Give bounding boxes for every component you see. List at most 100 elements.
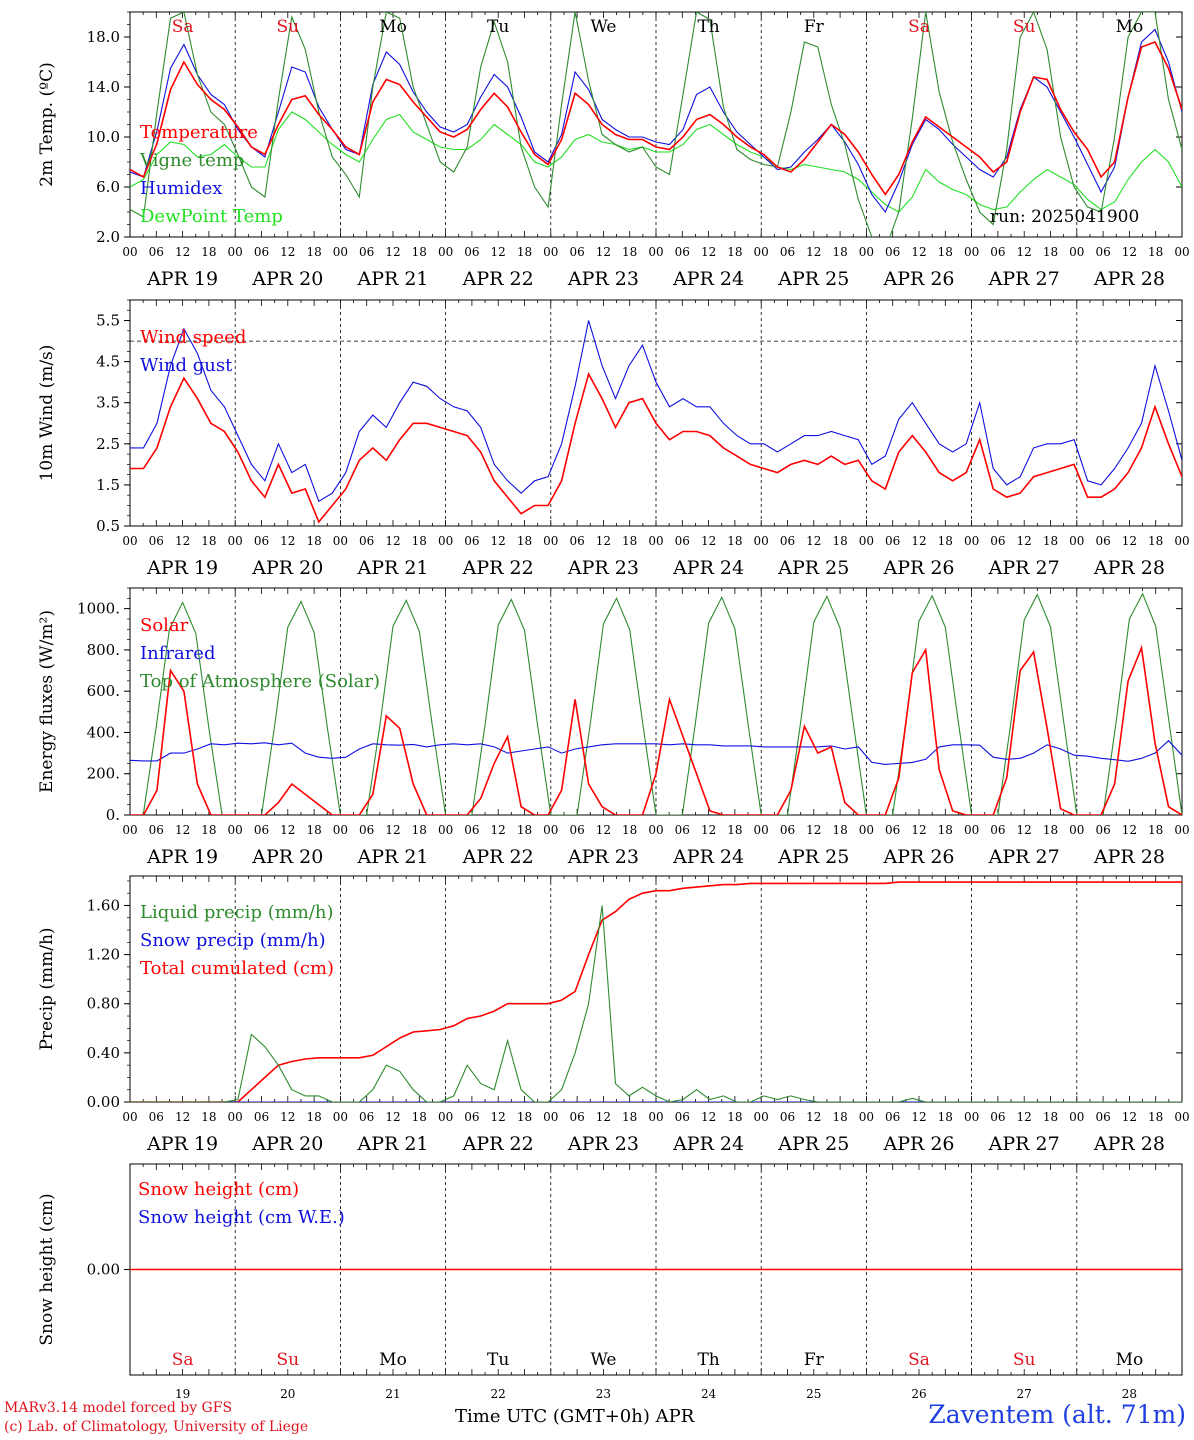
day-number-label: 23 [596, 1387, 611, 1401]
series-line-top-of-atmosphere-solar- [130, 592, 1182, 815]
hour-tick-label: 12 [806, 823, 821, 837]
hour-tick-label: 00 [228, 1110, 243, 1124]
day-name-label: Su [1013, 1350, 1036, 1370]
day-name-label: Mo [379, 17, 407, 37]
hour-tick-label: 12 [385, 245, 400, 259]
date-label: APR 26 [882, 268, 954, 290]
legend-entry: Humidex [140, 178, 222, 199]
hour-tick-label: 06 [464, 245, 479, 259]
date-label: APR 20 [251, 557, 323, 579]
hour-tick-label: 00 [438, 823, 453, 837]
panel-snow [124, 1163, 1183, 1376]
date-label: APR 21 [356, 1133, 428, 1155]
series-line-total-cumulated-cm- [130, 881, 1182, 1102]
y-tick-label: 0.40 [87, 1044, 120, 1062]
date-label: APR 27 [988, 1133, 1060, 1155]
date-label: APR 23 [567, 846, 639, 868]
hour-tick-label: 12 [596, 823, 611, 837]
hour-tick-label: 06 [780, 534, 795, 548]
hour-tick-label: 12 [1122, 534, 1137, 548]
hour-tick-label: 12 [280, 1110, 295, 1124]
day-number-label: 26 [911, 1387, 926, 1401]
hour-tick-label: 06 [990, 245, 1005, 259]
hour-tick-label: 00 [859, 245, 874, 259]
y-tick-label: 4.5 [96, 353, 120, 371]
y-tick-label: 1.20 [87, 946, 120, 964]
hour-tick-label: 12 [1017, 1110, 1032, 1124]
hour-tick-label: 06 [464, 534, 479, 548]
hour-tick-label: 06 [675, 245, 690, 259]
legend-entry: Top of Atmosphere (Solar) [140, 671, 380, 692]
hour-tick-label: 00 [648, 534, 663, 548]
hour-tick-label: 12 [596, 245, 611, 259]
hour-tick-label: 18 [201, 823, 216, 837]
hour-tick-label: 12 [596, 534, 611, 548]
hour-tick-label: 12 [175, 823, 190, 837]
series-line-humidex [130, 28, 1182, 214]
hour-tick-label: 06 [885, 534, 900, 548]
hour-tick-label: 00 [964, 245, 979, 259]
hour-tick-label: 12 [806, 534, 821, 548]
hour-tick-label: 12 [1122, 245, 1137, 259]
date-label: APR 19 [146, 1133, 218, 1155]
hour-tick-label: 06 [675, 1110, 690, 1124]
hour-tick-label: 06 [149, 534, 164, 548]
hour-tick-label: 00 [438, 245, 453, 259]
legend-entry: Vigne temp [139, 150, 244, 171]
y-axis-label: Energy fluxes (W/m²) [37, 610, 57, 793]
y-tick-label: 0.5 [96, 517, 120, 535]
hour-tick-label: 18 [1148, 1110, 1163, 1124]
day-name-label: Tu [487, 17, 509, 37]
hour-tick-label: 00 [122, 245, 137, 259]
series-line-temperature [130, 41, 1182, 196]
hour-tick-label: 00 [122, 1110, 137, 1124]
hour-tick-label: 06 [885, 823, 900, 837]
hour-tick-label: 06 [359, 534, 374, 548]
hour-tick-label: 18 [727, 1110, 742, 1124]
day-name-label: Fr [804, 17, 825, 37]
y-tick-label: 400. [87, 723, 120, 741]
hour-tick-label: 18 [306, 823, 321, 837]
date-label: APR 25 [777, 1133, 849, 1155]
hour-tick-label: 12 [911, 823, 926, 837]
panel-energy [124, 587, 1183, 816]
hour-tick-label: 06 [464, 823, 479, 837]
y-tick-label: 0.00 [87, 1093, 120, 1111]
date-label: APR 21 [356, 557, 428, 579]
panel-wind [124, 299, 1183, 527]
hour-tick-label: 00 [228, 534, 243, 548]
day-name-label: Mo [1116, 1350, 1144, 1370]
hour-tick-label: 06 [990, 823, 1005, 837]
day-name-label: Mo [379, 1350, 407, 1370]
hour-tick-label: 12 [385, 1110, 400, 1124]
hour-tick-label: 12 [385, 534, 400, 548]
hour-tick-label: 06 [254, 534, 269, 548]
hour-tick-label: 00 [122, 534, 137, 548]
day-name-label: Sa [172, 17, 194, 37]
day-name-label: We [590, 17, 616, 37]
hour-tick-label: 06 [569, 534, 584, 548]
hour-tick-label: 06 [254, 1110, 269, 1124]
date-label: APR 25 [777, 557, 849, 579]
date-label: APR 26 [882, 1133, 954, 1155]
hour-tick-label: 18 [1148, 245, 1163, 259]
hour-tick-label: 06 [569, 245, 584, 259]
y-tick-label: 1.5 [96, 476, 120, 494]
y-tick-label: 200. [87, 765, 120, 783]
date-label: APR 24 [672, 846, 744, 868]
hour-tick-label: 12 [701, 534, 716, 548]
date-label: APR 19 [146, 557, 218, 579]
hour-tick-label: 12 [491, 1110, 506, 1124]
hour-tick-label: 06 [464, 1110, 479, 1124]
y-tick-label: 6.0 [96, 178, 120, 196]
date-label: APR 23 [567, 557, 639, 579]
date-label: APR 28 [1093, 557, 1165, 579]
hour-tick-label: 18 [938, 534, 953, 548]
hour-tick-label: 18 [306, 534, 321, 548]
hour-tick-label: 18 [832, 245, 847, 259]
date-label: APR 20 [251, 1133, 323, 1155]
hour-tick-label: 18 [938, 823, 953, 837]
y-tick-label: 5.5 [96, 312, 120, 330]
date-label: APR 19 [146, 268, 218, 290]
hour-tick-label: 06 [359, 823, 374, 837]
